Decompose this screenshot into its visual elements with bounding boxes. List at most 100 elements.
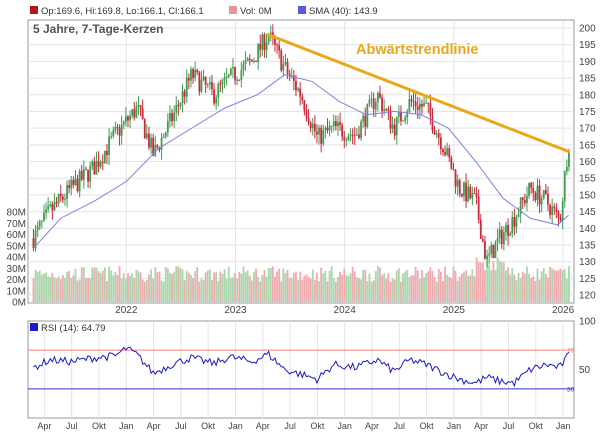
volume-bar [112, 275, 115, 302]
price-axis: 120 125 130 135 140 145 150 155 160 165 170 175 180 1… [579, 24, 596, 302]
volume-bar [349, 273, 352, 302]
candle-body [227, 74, 230, 77]
volume-bar [505, 270, 507, 302]
candle-body [152, 137, 155, 156]
volume-bar [553, 269, 556, 302]
volume-bar [290, 277, 293, 302]
candle-body [448, 148, 451, 158]
volume-bar [555, 270, 558, 302]
volume-bar [439, 271, 442, 302]
candle-body [410, 99, 413, 102]
volume-bar [232, 277, 234, 302]
candle-body [53, 202, 56, 211]
candle-body [526, 196, 528, 204]
volume-bar [326, 281, 329, 302]
volume-bar [78, 279, 81, 302]
volume-bar [511, 268, 514, 302]
candle-body [536, 185, 539, 201]
candle-body [364, 115, 367, 127]
volume-bar [217, 280, 220, 302]
volume-bar [444, 266, 446, 302]
candle-body [444, 152, 446, 155]
price-tick-label: 190 [579, 57, 596, 68]
price-tick-label: 120 [579, 291, 596, 302]
candle-body [395, 116, 398, 136]
candle-body [421, 104, 423, 107]
volume-bar [339, 271, 341, 302]
candle-body [93, 161, 96, 175]
candle-body [565, 166, 568, 172]
candle-body [150, 137, 152, 148]
price-tick-label: 140 [579, 224, 596, 235]
candle-body [286, 62, 289, 74]
volume-bar [528, 273, 530, 302]
candle-body [376, 92, 379, 103]
candle-body [145, 133, 148, 139]
volume-bar [561, 270, 564, 302]
price-tick-label: 185 [579, 74, 596, 85]
candle-body [469, 186, 472, 199]
volume-bar [208, 269, 211, 302]
volume-tick-label: 40M [7, 253, 26, 264]
volume-bar [486, 256, 488, 302]
candle-body [402, 120, 404, 122]
year-tick-label: 2023 [224, 305, 247, 316]
price-tick-label: 165 [579, 140, 596, 151]
candle-body [187, 77, 190, 81]
volume-bar [549, 266, 551, 302]
candle-body [414, 101, 417, 107]
candle-body [122, 121, 125, 125]
candle-body [406, 111, 409, 118]
volume-bars [32, 256, 570, 302]
candle-body [370, 98, 373, 100]
volume-bar [379, 267, 381, 302]
volume-bar [404, 271, 407, 302]
volume-bar [452, 266, 455, 302]
volume-bar [103, 267, 106, 302]
candle-body [143, 119, 146, 139]
candle-body [544, 190, 547, 195]
rsi-legend-text: RSI (14): 64.79 [41, 323, 105, 334]
candle-body [217, 83, 220, 98]
candle-body [223, 77, 226, 80]
volume-bar [297, 279, 299, 302]
candle-body [74, 178, 77, 185]
candle-body [498, 229, 501, 239]
candle-body [465, 182, 467, 202]
candle-body [108, 136, 110, 156]
candle-body [458, 180, 461, 194]
candle-body [341, 125, 344, 137]
candle-body [351, 134, 354, 136]
month-tick-label: Jan [228, 421, 243, 431]
candle-body [59, 193, 62, 197]
volume-bar [271, 266, 274, 302]
volume-bar [34, 269, 37, 302]
rsi-line [33, 346, 570, 388]
candle-body [204, 76, 207, 85]
volume-bar [148, 274, 150, 302]
volume-bar [513, 274, 516, 302]
volume-bar [393, 279, 396, 302]
volume-bar [345, 275, 348, 302]
candle-body [355, 134, 358, 136]
volume-bar [460, 273, 463, 302]
candle-body [64, 198, 66, 200]
volume-bar [299, 271, 302, 302]
volume-bar [318, 281, 320, 302]
month-tick-label: Jan [119, 421, 134, 431]
volume-bar [307, 276, 310, 302]
candlesticks [32, 24, 570, 267]
volume-bar [82, 267, 85, 302]
volume-bar [374, 271, 377, 302]
candle-body [87, 169, 89, 182]
volume-bar [267, 267, 270, 302]
candle-body [242, 63, 245, 71]
volume-bar [152, 278, 155, 302]
candle-body [326, 127, 329, 131]
candle-body [200, 79, 203, 92]
volume-bar [502, 262, 505, 302]
volume-bar [198, 281, 201, 302]
candle-body [538, 185, 541, 205]
volume-bar [479, 262, 482, 302]
candle-body [540, 198, 543, 205]
